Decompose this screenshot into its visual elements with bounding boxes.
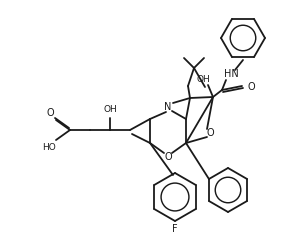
Text: HO: HO xyxy=(42,143,56,153)
Text: OH: OH xyxy=(196,74,210,83)
Text: O: O xyxy=(248,82,256,92)
Text: OH: OH xyxy=(103,106,117,114)
Text: O: O xyxy=(206,128,214,138)
Text: N: N xyxy=(164,102,172,112)
Text: O: O xyxy=(164,152,172,162)
Text: HN: HN xyxy=(224,69,238,79)
Text: O: O xyxy=(46,108,54,118)
Text: F: F xyxy=(172,224,178,234)
